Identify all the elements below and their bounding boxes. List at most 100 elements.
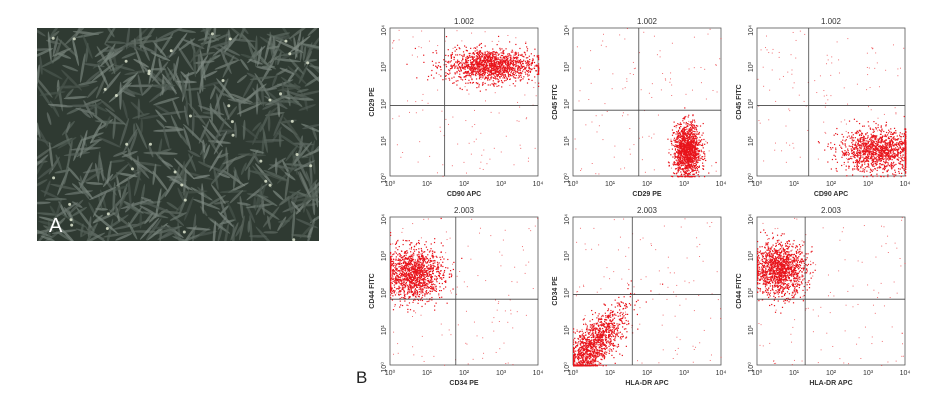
data-point xyxy=(398,29,400,31)
data-point xyxy=(477,67,479,69)
data-point xyxy=(905,135,907,137)
data-point xyxy=(698,152,700,154)
data-point xyxy=(681,151,683,154)
data-point xyxy=(865,140,867,142)
data-point xyxy=(686,133,688,135)
data-point xyxy=(470,153,472,155)
cell-texture xyxy=(47,30,60,41)
data-point xyxy=(515,37,517,39)
data-point xyxy=(505,48,507,50)
data-point xyxy=(856,165,858,167)
data-point xyxy=(857,165,859,167)
data-point xyxy=(892,133,894,135)
data-point xyxy=(679,142,681,145)
data-point xyxy=(889,143,892,145)
data-point xyxy=(681,137,683,140)
data-point xyxy=(692,134,694,136)
data-point xyxy=(692,176,694,178)
data-point xyxy=(892,166,895,168)
data-point xyxy=(682,129,684,131)
data-point xyxy=(501,54,504,57)
data-point xyxy=(462,62,464,64)
data-point xyxy=(905,128,907,131)
data-point xyxy=(902,148,904,150)
data-point xyxy=(898,144,900,146)
cell-texture xyxy=(141,84,154,96)
data-point xyxy=(500,68,502,70)
data-point xyxy=(482,75,484,77)
data-point xyxy=(686,123,689,125)
data-point xyxy=(450,54,452,56)
data-point xyxy=(891,140,893,142)
data-point xyxy=(696,131,698,133)
data-point xyxy=(448,73,450,76)
data-point xyxy=(480,73,482,75)
data-point xyxy=(585,124,587,126)
data-point xyxy=(694,162,696,165)
data-point xyxy=(515,65,518,67)
data-point xyxy=(715,170,717,172)
cell-texture xyxy=(213,84,225,97)
data-point xyxy=(508,70,511,72)
data-point xyxy=(685,134,687,136)
data-point xyxy=(680,146,682,148)
data-point xyxy=(517,62,519,64)
data-point xyxy=(493,77,495,79)
data-point xyxy=(533,87,535,89)
data-point xyxy=(436,66,438,68)
data-point xyxy=(900,144,902,146)
data-point xyxy=(423,61,425,63)
data-point xyxy=(878,163,881,165)
data-point xyxy=(676,138,678,141)
data-point xyxy=(688,141,690,143)
data-point xyxy=(852,147,854,149)
data-point xyxy=(698,144,700,146)
data-point xyxy=(869,139,872,141)
data-point xyxy=(595,115,597,117)
data-point xyxy=(504,62,506,64)
data-point xyxy=(693,67,695,69)
cell-texture xyxy=(56,217,66,227)
data-point xyxy=(858,122,861,125)
data-point xyxy=(905,163,907,165)
data-point xyxy=(466,50,468,52)
data-point xyxy=(693,141,695,143)
data-point xyxy=(481,69,483,71)
data-point xyxy=(890,152,892,154)
data-point xyxy=(479,43,481,45)
data-point xyxy=(899,146,902,148)
data-point xyxy=(494,68,496,70)
data-point xyxy=(677,154,679,156)
data-point xyxy=(491,83,493,85)
data-point xyxy=(602,40,604,42)
data-point xyxy=(697,154,699,156)
data-point xyxy=(472,73,474,75)
cell-texture xyxy=(36,212,59,216)
data-point xyxy=(513,59,515,62)
data-point xyxy=(604,103,606,105)
data-point xyxy=(428,40,430,42)
data-point xyxy=(620,168,622,170)
data-point xyxy=(517,69,519,71)
cell-texture xyxy=(263,169,289,181)
data-point xyxy=(688,148,690,150)
data-point xyxy=(684,145,686,148)
data-point xyxy=(874,167,876,170)
data-point xyxy=(480,76,482,78)
cell-texture xyxy=(89,138,103,143)
data-point xyxy=(893,145,895,147)
data-point xyxy=(881,155,883,157)
data-point xyxy=(887,132,890,134)
data-point xyxy=(883,167,885,169)
data-point xyxy=(476,46,478,48)
data-point xyxy=(670,142,673,145)
data-point xyxy=(899,143,901,145)
data-point xyxy=(696,157,698,159)
data-point xyxy=(858,130,860,132)
data-point xyxy=(517,59,519,61)
data-point xyxy=(715,161,717,164)
data-point xyxy=(436,172,438,174)
data-point xyxy=(478,67,480,69)
data-point xyxy=(427,102,429,104)
